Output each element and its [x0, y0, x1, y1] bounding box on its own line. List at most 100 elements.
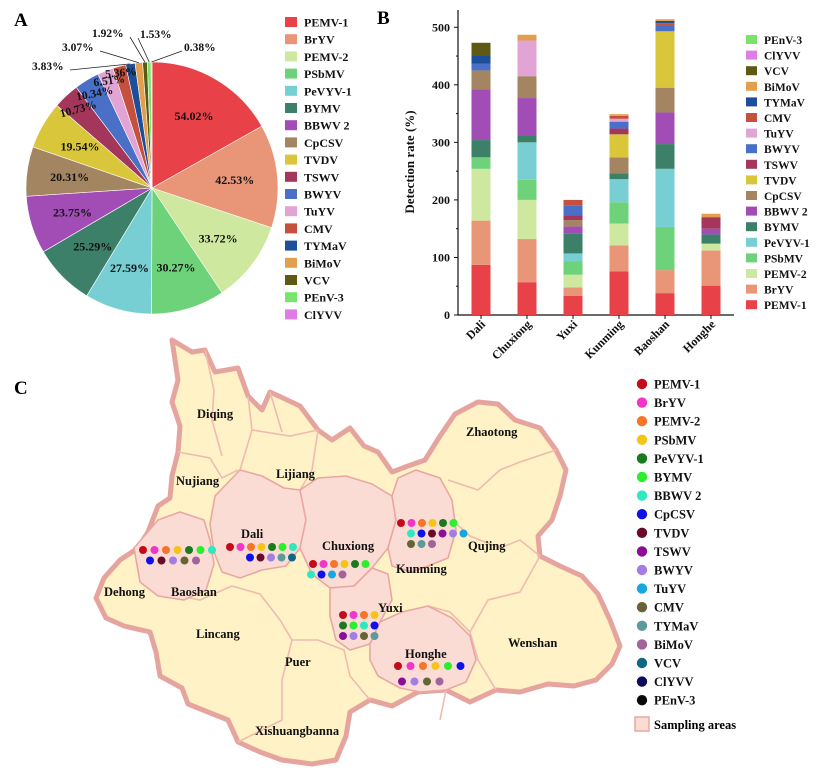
bar-segment-honghe-pemv-1	[701, 285, 721, 315]
bar-legend-swatch-cmv	[746, 113, 757, 122]
dot-honghe-cpcsv	[456, 662, 465, 670]
region-label-chuxiong: Chuxiong	[322, 539, 375, 553]
region-label-puer: Puer	[285, 655, 311, 669]
pie-legend-label: PEMV-2	[304, 50, 348, 64]
bar-segment-honghe-bymv	[701, 234, 721, 244]
dot-chuxiong-pevyv-1	[351, 560, 359, 568]
dot-baoshan-bbwv-2	[208, 546, 216, 554]
map-legend-label: PEMV-2	[654, 415, 700, 429]
dot-honghe-tswv	[398, 677, 406, 686]
bar-legend-swatch-tswv	[746, 159, 757, 169]
bar-legend-label: BYMV	[764, 222, 800, 234]
pie-legend-swatch-bimov	[285, 257, 297, 268]
dot-chuxiong-tuyv	[328, 570, 336, 579]
pie-value-label: 54.02%	[175, 109, 214, 123]
y-tick-label: 200	[432, 193, 450, 207]
dot-dali-pemv-2	[247, 543, 255, 551]
dot-dali-bryv	[236, 543, 245, 551]
dot-kunming-pevyv-1	[439, 519, 447, 527]
pie-value-label: 0.38%	[184, 42, 216, 54]
dot-dali-vcv	[288, 553, 296, 562]
region-label-dehong: Dehong	[104, 585, 146, 599]
region-labels: Diqing Nujiang Lijiang Zhaotong Dali Chu…	[104, 407, 557, 738]
pie-legend-label: PEMV-1	[304, 16, 348, 30]
region-label-yuxi: Yuxi	[378, 601, 403, 615]
pie-value-label: 30.27%	[157, 261, 196, 275]
pie-legend-label: PSbMV	[304, 67, 345, 81]
map-legend-dot-pevyv-1	[636, 453, 648, 464]
pie-legend-label: BiMoV	[304, 256, 342, 270]
bar-segment-honghe-pemv-2	[701, 243, 721, 251]
bar-segment-baoshan-bwyv	[655, 25, 675, 32]
bar-segment-baoshan-bryv	[655, 270, 675, 294]
dot-kunming-pemv-2	[418, 519, 426, 527]
bar-legend-label: BiMoV	[764, 82, 800, 94]
bar-segment-dali-bbwv-2	[471, 89, 491, 141]
map-legend-label: BiMoV	[654, 638, 693, 652]
region-label-xishuangbanna: Xishuangbanna	[255, 724, 340, 738]
map-legend-label: PEMV-1	[654, 378, 700, 392]
pie-legend-label: PEnV-3	[304, 291, 344, 305]
map-legend-label: BWYV	[654, 564, 693, 578]
dot-yuxi-tswv	[339, 632, 347, 640]
map-legend-dot-bymv	[636, 471, 648, 483]
pie-legend-swatch-psbmv	[285, 68, 297, 79]
map-legend-label: TuYV	[654, 582, 686, 596]
map-legend-dot-cpcsv	[636, 509, 648, 520]
map-legend-label: VCV	[654, 657, 681, 671]
bar-segment-honghe-bimov	[701, 213, 721, 218]
map-legend-label: TVDV	[654, 526, 689, 540]
pie-legend-swatch-pevyv-1	[285, 85, 297, 96]
dot-yuxi-pevyv-1	[339, 621, 347, 630]
dot-chuxiong-pemv-1	[309, 560, 317, 568]
map-legend-label: BYMV	[654, 471, 692, 485]
bar-segment-kunming-bymv	[609, 173, 629, 180]
bar-legend-label: TYMaV	[764, 97, 806, 109]
region-baoshan	[133, 511, 215, 601]
map-legend-dot-tswv	[636, 546, 648, 557]
dot-kunming-bymv	[449, 519, 458, 527]
pie-value-label: 6.51%	[93, 73, 126, 89]
pie-legend-swatch-bwyv	[285, 189, 297, 199]
pie-legend-swatch-clyvv	[285, 309, 297, 320]
map-legend-label: CpCSV	[654, 508, 695, 522]
pie-legend-label: BWYV	[304, 188, 342, 202]
pie-legend-label: CpCSV	[304, 136, 344, 150]
bar-segment-baoshan-psbmv	[655, 226, 675, 271]
pie-legend-label: ClYVV	[304, 308, 342, 322]
dot-kunming-pemv-1	[397, 519, 405, 527]
bar-legend-label: BWYV	[764, 144, 800, 156]
map-legend: Sampling areas PEMV-1 BrYV PEMV-2 PSbMV PeVY…	[634, 378, 736, 732]
bar-legend-swatch-tuyv	[746, 128, 757, 138]
dot-dali-pemv-1	[226, 543, 234, 551]
bar-segment-dali-pemv-1	[471, 264, 491, 315]
bar-segment-chuxiong-bymv	[517, 135, 537, 143]
bar-segment-kunming-cmv	[609, 115, 629, 119]
bar-segment-chuxiong-pemv-1	[517, 282, 537, 315]
pie-leader-line	[129, 36, 146, 63]
dot-yuxi-cmv	[360, 632, 368, 640]
bar-legend-label: VCV	[764, 66, 790, 78]
map-legend-dot-bryv	[636, 397, 648, 408]
region-label-kunming: Kunming	[396, 562, 447, 576]
bar-segment-kunming-bryv	[609, 245, 629, 272]
bar-legend-swatch-tvdv	[746, 175, 757, 185]
map-legend-label: PSbMV	[654, 433, 696, 447]
x-tick-label: Dali	[463, 317, 488, 342]
dot-honghe-cmv	[423, 677, 431, 686]
pie-legend-swatch-pemv-1	[285, 17, 297, 27]
bar-segment-yuxi-pemv-1	[563, 296, 583, 315]
pie-value-label: 3.83%	[32, 61, 64, 73]
pie-legend-swatch-tymav	[285, 240, 297, 251]
dot-yuxi-bymv	[349, 621, 358, 630]
bar-legend-label: PEMV-1	[764, 300, 807, 312]
dot-baoshan-cpcsv	[146, 556, 154, 565]
y-tick-label: 100	[432, 250, 450, 264]
pie-legend-swatch-tswv	[285, 171, 297, 182]
bar-legend-swatch-bymv	[746, 222, 757, 232]
panel-b-label: B	[377, 8, 390, 29]
bar-segment-dali-bymv	[471, 140, 491, 158]
bar-legend-swatch-vcv	[746, 66, 757, 76]
